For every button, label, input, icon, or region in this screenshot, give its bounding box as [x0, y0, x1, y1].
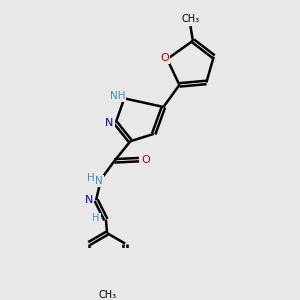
Text: N: N: [95, 176, 103, 186]
Text: NH: NH: [110, 92, 125, 101]
Text: O: O: [160, 53, 169, 63]
Text: N: N: [105, 118, 114, 128]
Text: O: O: [142, 154, 150, 165]
Text: CH₃: CH₃: [98, 290, 116, 300]
Text: H: H: [87, 173, 95, 183]
Text: CH₃: CH₃: [182, 14, 200, 24]
Text: N: N: [85, 195, 93, 205]
Text: H: H: [92, 214, 100, 224]
